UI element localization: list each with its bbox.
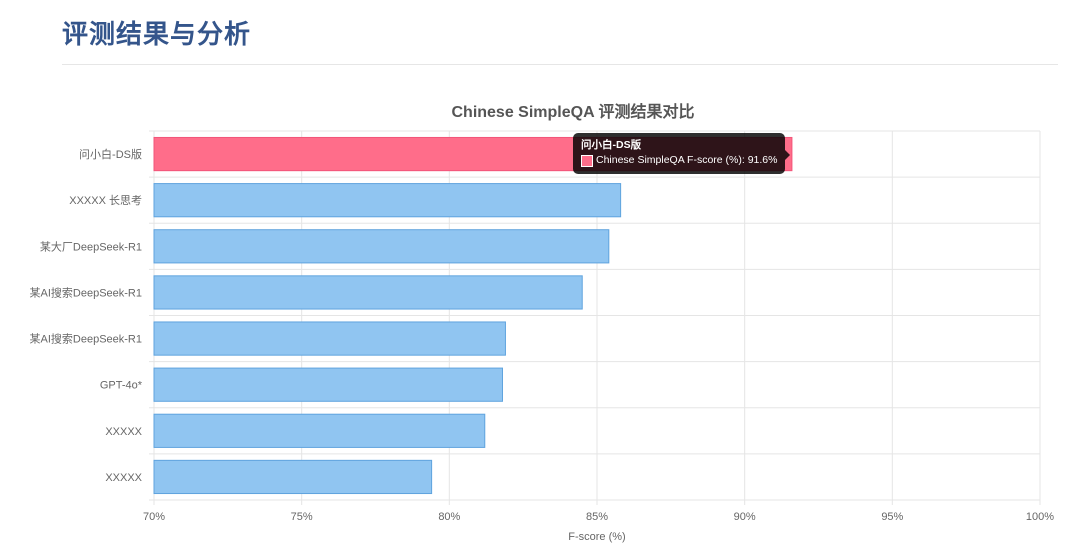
x-tick-label: 80% bbox=[438, 511, 460, 523]
bar-tooltip: 问小白-DS版 Chinese SimpleQA F-score (%): 91… bbox=[573, 133, 791, 174]
bar[interactable] bbox=[153, 275, 583, 310]
tooltip-text: Chinese SimpleQA F-score (%): 91.6% bbox=[596, 154, 778, 166]
x-tick-labels: 70% 75% 80% 85% 90% 95% 100% bbox=[143, 511, 1054, 523]
x-tick-label: 95% bbox=[881, 511, 903, 523]
tooltip-row: Chinese SimpleQA F-score (%): 91.6% bbox=[581, 153, 777, 168]
bar[interactable] bbox=[153, 229, 610, 264]
tooltip-color-swatch bbox=[581, 154, 593, 167]
category-label: 某AI搜索DeepSeek-R1 bbox=[30, 285, 143, 299]
bar[interactable] bbox=[153, 413, 486, 448]
tooltip-title: 问小白-DS版 bbox=[581, 139, 642, 151]
bar[interactable] bbox=[153, 321, 506, 356]
heading-divider bbox=[62, 64, 1058, 65]
x-tick-label: 75% bbox=[291, 511, 313, 523]
chart-title: Chinese SimpleQA 评测结果对比 bbox=[451, 102, 694, 121]
bar[interactable] bbox=[153, 367, 503, 402]
x-tick-label: 70% bbox=[143, 511, 165, 523]
x-tick-label: 85% bbox=[586, 511, 608, 523]
category-label: XXXXX bbox=[105, 426, 142, 438]
x-tick-label: 100% bbox=[1026, 511, 1054, 523]
category-label: XXXXX bbox=[105, 472, 142, 484]
bar[interactable] bbox=[153, 183, 622, 218]
category-label: GPT-4o* bbox=[100, 380, 143, 392]
category-label: XXXXX 长思考 bbox=[69, 194, 142, 207]
x-axis-label: F-score (%) bbox=[568, 531, 625, 543]
bar[interactable] bbox=[153, 459, 433, 495]
category-label: 某大厂DeepSeek-R1 bbox=[40, 239, 142, 253]
category-label: 某AI搜索DeepSeek-R1 bbox=[30, 332, 143, 346]
category-label: 问小白-DS版 bbox=[79, 147, 142, 161]
page-heading: 评测结果与分析 bbox=[62, 20, 252, 50]
x-tick-label: 90% bbox=[734, 511, 756, 523]
tooltip-arrow bbox=[785, 150, 791, 160]
